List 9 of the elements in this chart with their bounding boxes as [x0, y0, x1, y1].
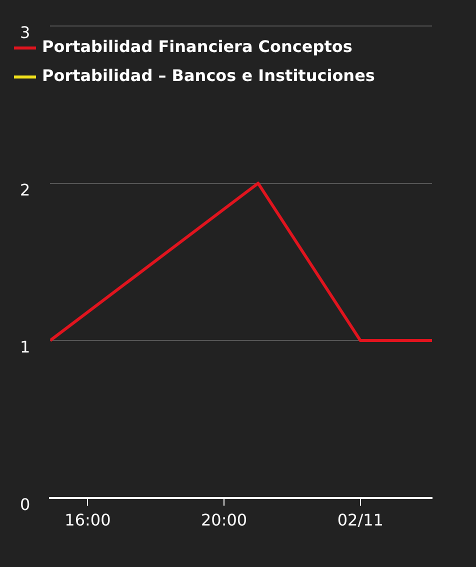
- y-tick-label: 1: [20, 338, 30, 357]
- y-tick-label: 3: [20, 23, 30, 42]
- y-tick-label: 0: [20, 494, 30, 514]
- y-tick-label: 2: [20, 180, 30, 200]
- x-tick-label: 02/11: [337, 510, 384, 530]
- x-tick-label: 16:00: [64, 510, 111, 530]
- legend-label: Portabilidad Financiera Conceptos: [42, 37, 352, 56]
- x-tick-label: 20:00: [200, 510, 248, 530]
- legend-label: Portabilidad – Bancos e Instituciones: [42, 66, 375, 86]
